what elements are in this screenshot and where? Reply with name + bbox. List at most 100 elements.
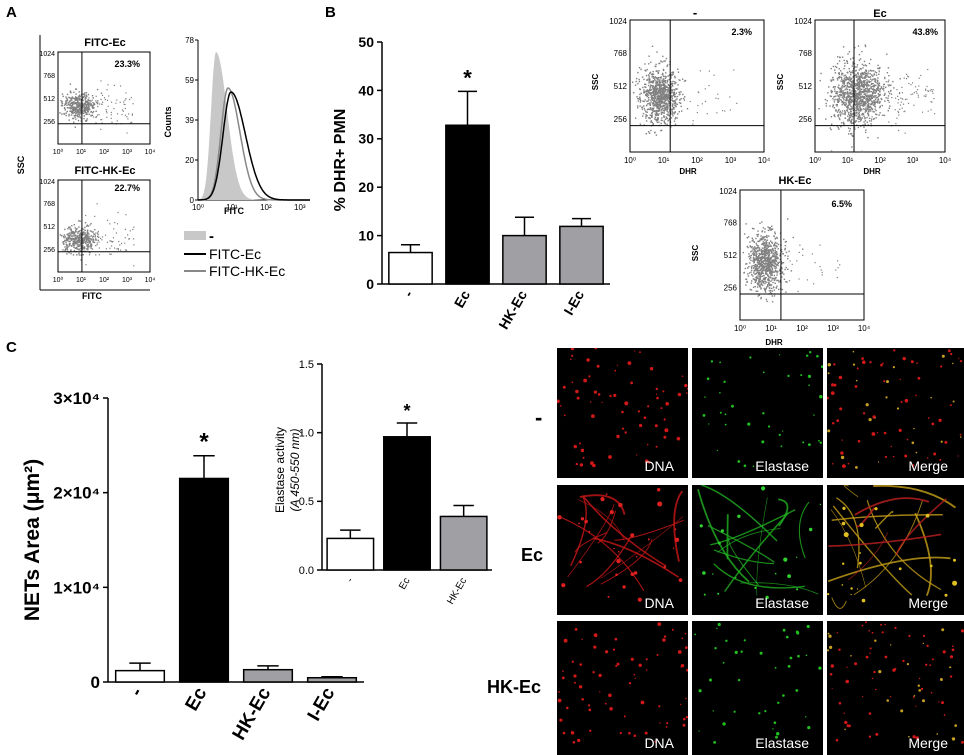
- mic-image: [697, 485, 822, 600]
- dot-b2-ylabel: SSC: [776, 74, 785, 91]
- category-label: Ec: [182, 684, 212, 715]
- mic-row-label-neg: -: [535, 405, 542, 430]
- dot-b3-title: HK-Ec: [778, 175, 811, 187]
- tick-label-y: 1024: [39, 51, 55, 58]
- tick-label-x: 10⁴: [939, 156, 952, 165]
- tick-label-y: 1024: [609, 17, 627, 26]
- mic-caption: Elastase: [755, 458, 809, 474]
- hist-tick-label-y: 78: [185, 36, 194, 45]
- dot-a2-percent: 22.7%: [114, 183, 140, 193]
- mic-hkec-dna: DNA: [557, 621, 688, 755]
- category-label: Ec: [397, 576, 412, 592]
- tick-label-x: 10³: [122, 277, 133, 284]
- panel-a-ssc-label: SSC: [16, 155, 26, 174]
- plot-frame: [814, 19, 946, 153]
- tick-label-x: 10¹: [76, 149, 87, 156]
- hist-tick-label-x: 10¹: [226, 203, 238, 212]
- tick-label-x: 10³: [725, 156, 737, 165]
- significance-mark: *: [463, 65, 472, 90]
- mic-row-label-hkec: HK-Ec: [487, 677, 541, 697]
- tick-label-y: 512: [43, 96, 55, 103]
- tick-label-y: 256: [724, 284, 738, 293]
- tick-label-y: 768: [43, 73, 55, 80]
- dot-plot-a1: 1024 768 512 256 10⁰ 10¹ 10² 10³ 10⁴: [39, 51, 155, 156]
- category-label: Ec: [451, 287, 474, 310]
- dot-cloud: [632, 45, 738, 136]
- mic-row-label-ec: Ec: [521, 545, 543, 565]
- mic-caption: Elastase: [755, 595, 809, 611]
- tick-label-y: 768: [43, 201, 55, 208]
- hist-series-negative: [198, 52, 310, 201]
- category-label: -: [345, 576, 356, 584]
- hist-tick-label-y: 39: [185, 116, 194, 125]
- mic-image: [827, 349, 963, 469]
- tick-label-y: 768: [724, 219, 738, 228]
- tick-label-y: 256: [43, 119, 55, 126]
- legend-swatch-negative: [184, 231, 206, 240]
- bar--: [326, 537, 375, 571]
- dot-b1-xlabel: DHR: [679, 167, 697, 176]
- chart-nets: 0 1×10⁴ 2×10⁴ 3×10⁴ - Ec * HK-Ec I-Ec: [53, 389, 364, 744]
- dhr-ylabel: % DHR+ PMN: [332, 109, 349, 212]
- mic-hkec-merge: Merge: [827, 621, 964, 755]
- dot-b3-xlabel: DHR: [765, 338, 783, 347]
- tick-label-y: 50: [358, 34, 374, 50]
- mic-caption: DNA: [644, 735, 674, 751]
- category-label: I-Ec: [560, 287, 587, 317]
- tick-label-y: 40: [358, 82, 374, 98]
- hist-xlabel: FITC: [224, 206, 244, 216]
- category-label: -: [400, 287, 416, 299]
- tick-label-x: 10⁴: [858, 324, 871, 333]
- bar-HK-Ec: [502, 234, 547, 285]
- tick-label-y: 256: [614, 115, 628, 124]
- dot-b3-ylabel: SSC: [691, 245, 700, 262]
- tick-label-x: 10¹: [658, 156, 670, 165]
- bar-HK-Ec: [242, 668, 294, 683]
- dot-cloud: [742, 218, 841, 303]
- tick-label-x: 10²: [99, 277, 110, 284]
- tick-label-x: 10⁰: [53, 148, 64, 156]
- dot-cloud: [59, 203, 135, 267]
- hist-axes: 0 20 39 59 78 10⁰ 10¹ 10² 10³: [185, 36, 310, 212]
- mic-caption: DNA: [644, 595, 674, 611]
- plot-frame: [629, 19, 765, 153]
- tick-label-y: 0.5: [299, 496, 314, 508]
- tick-label-y: 1.0: [299, 428, 314, 440]
- hist-tick-label-x: 10²: [260, 203, 272, 212]
- tick-label-x: 10⁴: [145, 149, 156, 156]
- dot-b2-title: Ec: [873, 8, 886, 20]
- tick-label-y: 2×10⁴: [53, 484, 100, 503]
- panel-a-fitc-label: FITC: [82, 291, 102, 301]
- category-label: HK-Ec: [495, 287, 530, 332]
- dot-plot-b1: 1024 768 512 256 10⁰ 10¹ 10² 10³ 10⁴: [609, 17, 771, 165]
- panel-label-c: C: [6, 339, 17, 356]
- tick-label-y: 512: [799, 82, 813, 91]
- bar-HK-Ec: [439, 515, 488, 571]
- dot-a1-percent: 23.3%: [114, 59, 140, 69]
- tick-label-x: 10¹: [765, 324, 777, 333]
- chart-dhr: 0 10 20 30 40 50 - Ec * HK-Ec I-Ec: [358, 34, 610, 332]
- bar--: [114, 669, 166, 683]
- tick-label-y: 512: [43, 224, 55, 231]
- mic-image: [694, 622, 822, 744]
- tick-label-x: 10²: [691, 156, 703, 165]
- hist-tick-label-x: 10⁰: [192, 203, 204, 212]
- tick-label-x: 10¹: [842, 156, 854, 165]
- nets-ylabel: NETs Area (μm²): [21, 459, 44, 621]
- mic-caption: Elastase: [755, 735, 809, 751]
- tick-label-y: 0: [366, 276, 374, 292]
- bar--: [388, 251, 433, 285]
- tick-label-y: 3×10⁴: [53, 389, 100, 408]
- bar-I-Ec: [559, 225, 604, 285]
- tick-label-y: 1024: [39, 179, 55, 186]
- tick-label-y: 768: [614, 49, 628, 58]
- mic-image: [827, 485, 958, 609]
- legend-label-negative: -: [209, 228, 214, 245]
- hist-series-fitc-ec: [198, 91, 310, 201]
- tick-label-x: 10⁴: [758, 156, 771, 165]
- dot-a2-title: FITC-HK-Ec: [74, 165, 135, 177]
- category-label: -: [126, 684, 147, 700]
- tick-label-x: 10²: [796, 324, 808, 333]
- tick-label-x: 10⁰: [53, 276, 64, 284]
